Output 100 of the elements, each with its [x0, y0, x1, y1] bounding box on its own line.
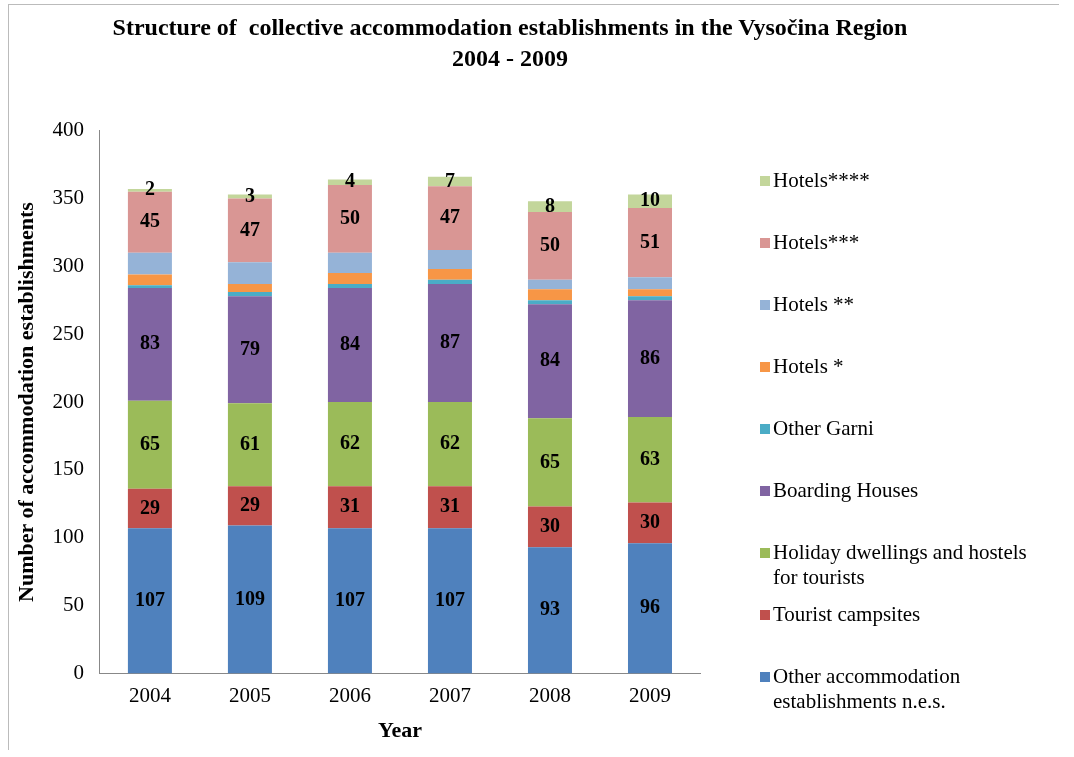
y-tick-label: 150: [52, 456, 84, 481]
bar: [427, 486, 472, 529]
y-axis-title: Number of accommodation establishments: [12, 201, 38, 602]
data-label: 31: [439, 494, 460, 517]
bar: [127, 400, 172, 489]
data-label: 8: [544, 193, 555, 216]
bar: [427, 402, 472, 487]
x-tick-label: 2005: [228, 682, 271, 707]
bar: [327, 288, 372, 402]
data-label: 45: [139, 209, 160, 232]
bar: [427, 283, 472, 402]
data-label: 7: [444, 168, 455, 191]
x-tick-label: 2007: [428, 682, 471, 707]
x-axis-title: Year: [377, 717, 423, 743]
data-label: 10: [639, 188, 660, 211]
bar: [627, 277, 672, 290]
data-label: 50: [539, 233, 560, 256]
data-label: 29: [239, 492, 260, 515]
bar: [527, 212, 572, 280]
y-tick-label: 200: [52, 388, 84, 413]
bar: [327, 283, 372, 289]
data-label: 50: [339, 205, 360, 228]
bar: [527, 547, 572, 674]
legend-label: Hotels****: [773, 168, 870, 193]
data-label: 30: [639, 509, 660, 532]
legend-label: Tourist campsites: [773, 602, 921, 627]
legend-label: Boarding Houses: [773, 478, 919, 503]
data-label: 109: [234, 586, 265, 609]
bar: [527, 304, 572, 419]
bar: [127, 252, 172, 275]
data-label: 107: [434, 587, 465, 610]
bar: [427, 186, 472, 251]
data-label: 84: [339, 332, 360, 355]
bar: [327, 486, 372, 529]
bar: [527, 418, 572, 507]
bar: [227, 283, 272, 293]
data-label: 31: [339, 494, 360, 517]
x-tick-label: 2009: [628, 682, 671, 707]
data-label: 4: [344, 169, 355, 192]
bar: [427, 279, 472, 284]
data-label: 47: [239, 217, 260, 240]
bar: [427, 528, 472, 674]
data-label: 62: [439, 431, 460, 454]
x-tick-label: 2008: [528, 682, 571, 707]
legend-label: Hotels *: [773, 354, 844, 379]
bar: [627, 296, 672, 301]
bar: [327, 402, 372, 487]
legend-label: Hotels***: [773, 230, 860, 255]
x-tick-label: 2004: [128, 682, 172, 707]
bar: [327, 273, 372, 284]
bar: [527, 300, 572, 305]
bar: [627, 502, 672, 544]
y-tick-label: 250: [52, 320, 84, 345]
y-tick-label: 50: [62, 592, 84, 617]
y-tick-label: 350: [52, 184, 84, 209]
data-label: 93: [539, 597, 560, 620]
bar: [427, 269, 472, 280]
y-tick-label: 0: [73, 659, 84, 684]
bar: [127, 274, 172, 286]
bar: [327, 528, 372, 674]
data-label: 84: [539, 348, 560, 371]
legend-label: Hotels **: [773, 292, 855, 317]
bar: [527, 506, 572, 548]
chart-title: Structure of collective accommodation establishments in the Vysočina Region 2004 - 2009: [111, 13, 909, 73]
legend-label: Other Garni: [773, 416, 874, 441]
bar: [127, 285, 172, 289]
bar: [227, 403, 272, 487]
data-label: 2: [144, 177, 155, 200]
data-label: 3: [244, 183, 255, 206]
bar: [627, 300, 672, 417]
legend-label: Other accommodation establishments n.e.s.: [773, 664, 962, 714]
y-tick-label: 400: [52, 117, 84, 142]
bar: [227, 525, 272, 674]
y-tick-label: 100: [52, 524, 84, 549]
y-tick-label: 300: [52, 252, 84, 277]
x-tick-label: 2006: [328, 682, 371, 707]
bar: [127, 288, 172, 401]
bar: [227, 296, 272, 404]
data-label: 62: [339, 431, 360, 454]
data-label: 107: [134, 587, 165, 610]
data-label: 61: [239, 431, 260, 454]
bar: [527, 279, 572, 290]
bar: [227, 292, 272, 297]
data-label: 29: [139, 495, 160, 518]
data-label: 63: [639, 446, 660, 469]
data-label: 96: [639, 595, 660, 618]
data-label: 65: [139, 431, 160, 454]
bar: [627, 207, 672, 278]
data-label: 30: [539, 514, 560, 537]
data-label: 107: [334, 587, 365, 610]
bar: [127, 528, 172, 674]
bar: [527, 289, 572, 301]
data-label: 87: [439, 330, 460, 353]
data-label: 79: [239, 336, 260, 359]
bar: [627, 289, 672, 297]
data-label: 86: [639, 345, 660, 368]
data-label: 47: [439, 205, 460, 228]
data-label: 83: [139, 331, 160, 354]
legend-label: Holiday dwellings and hostels for tourists: [773, 540, 1028, 590]
bar: [627, 416, 672, 503]
